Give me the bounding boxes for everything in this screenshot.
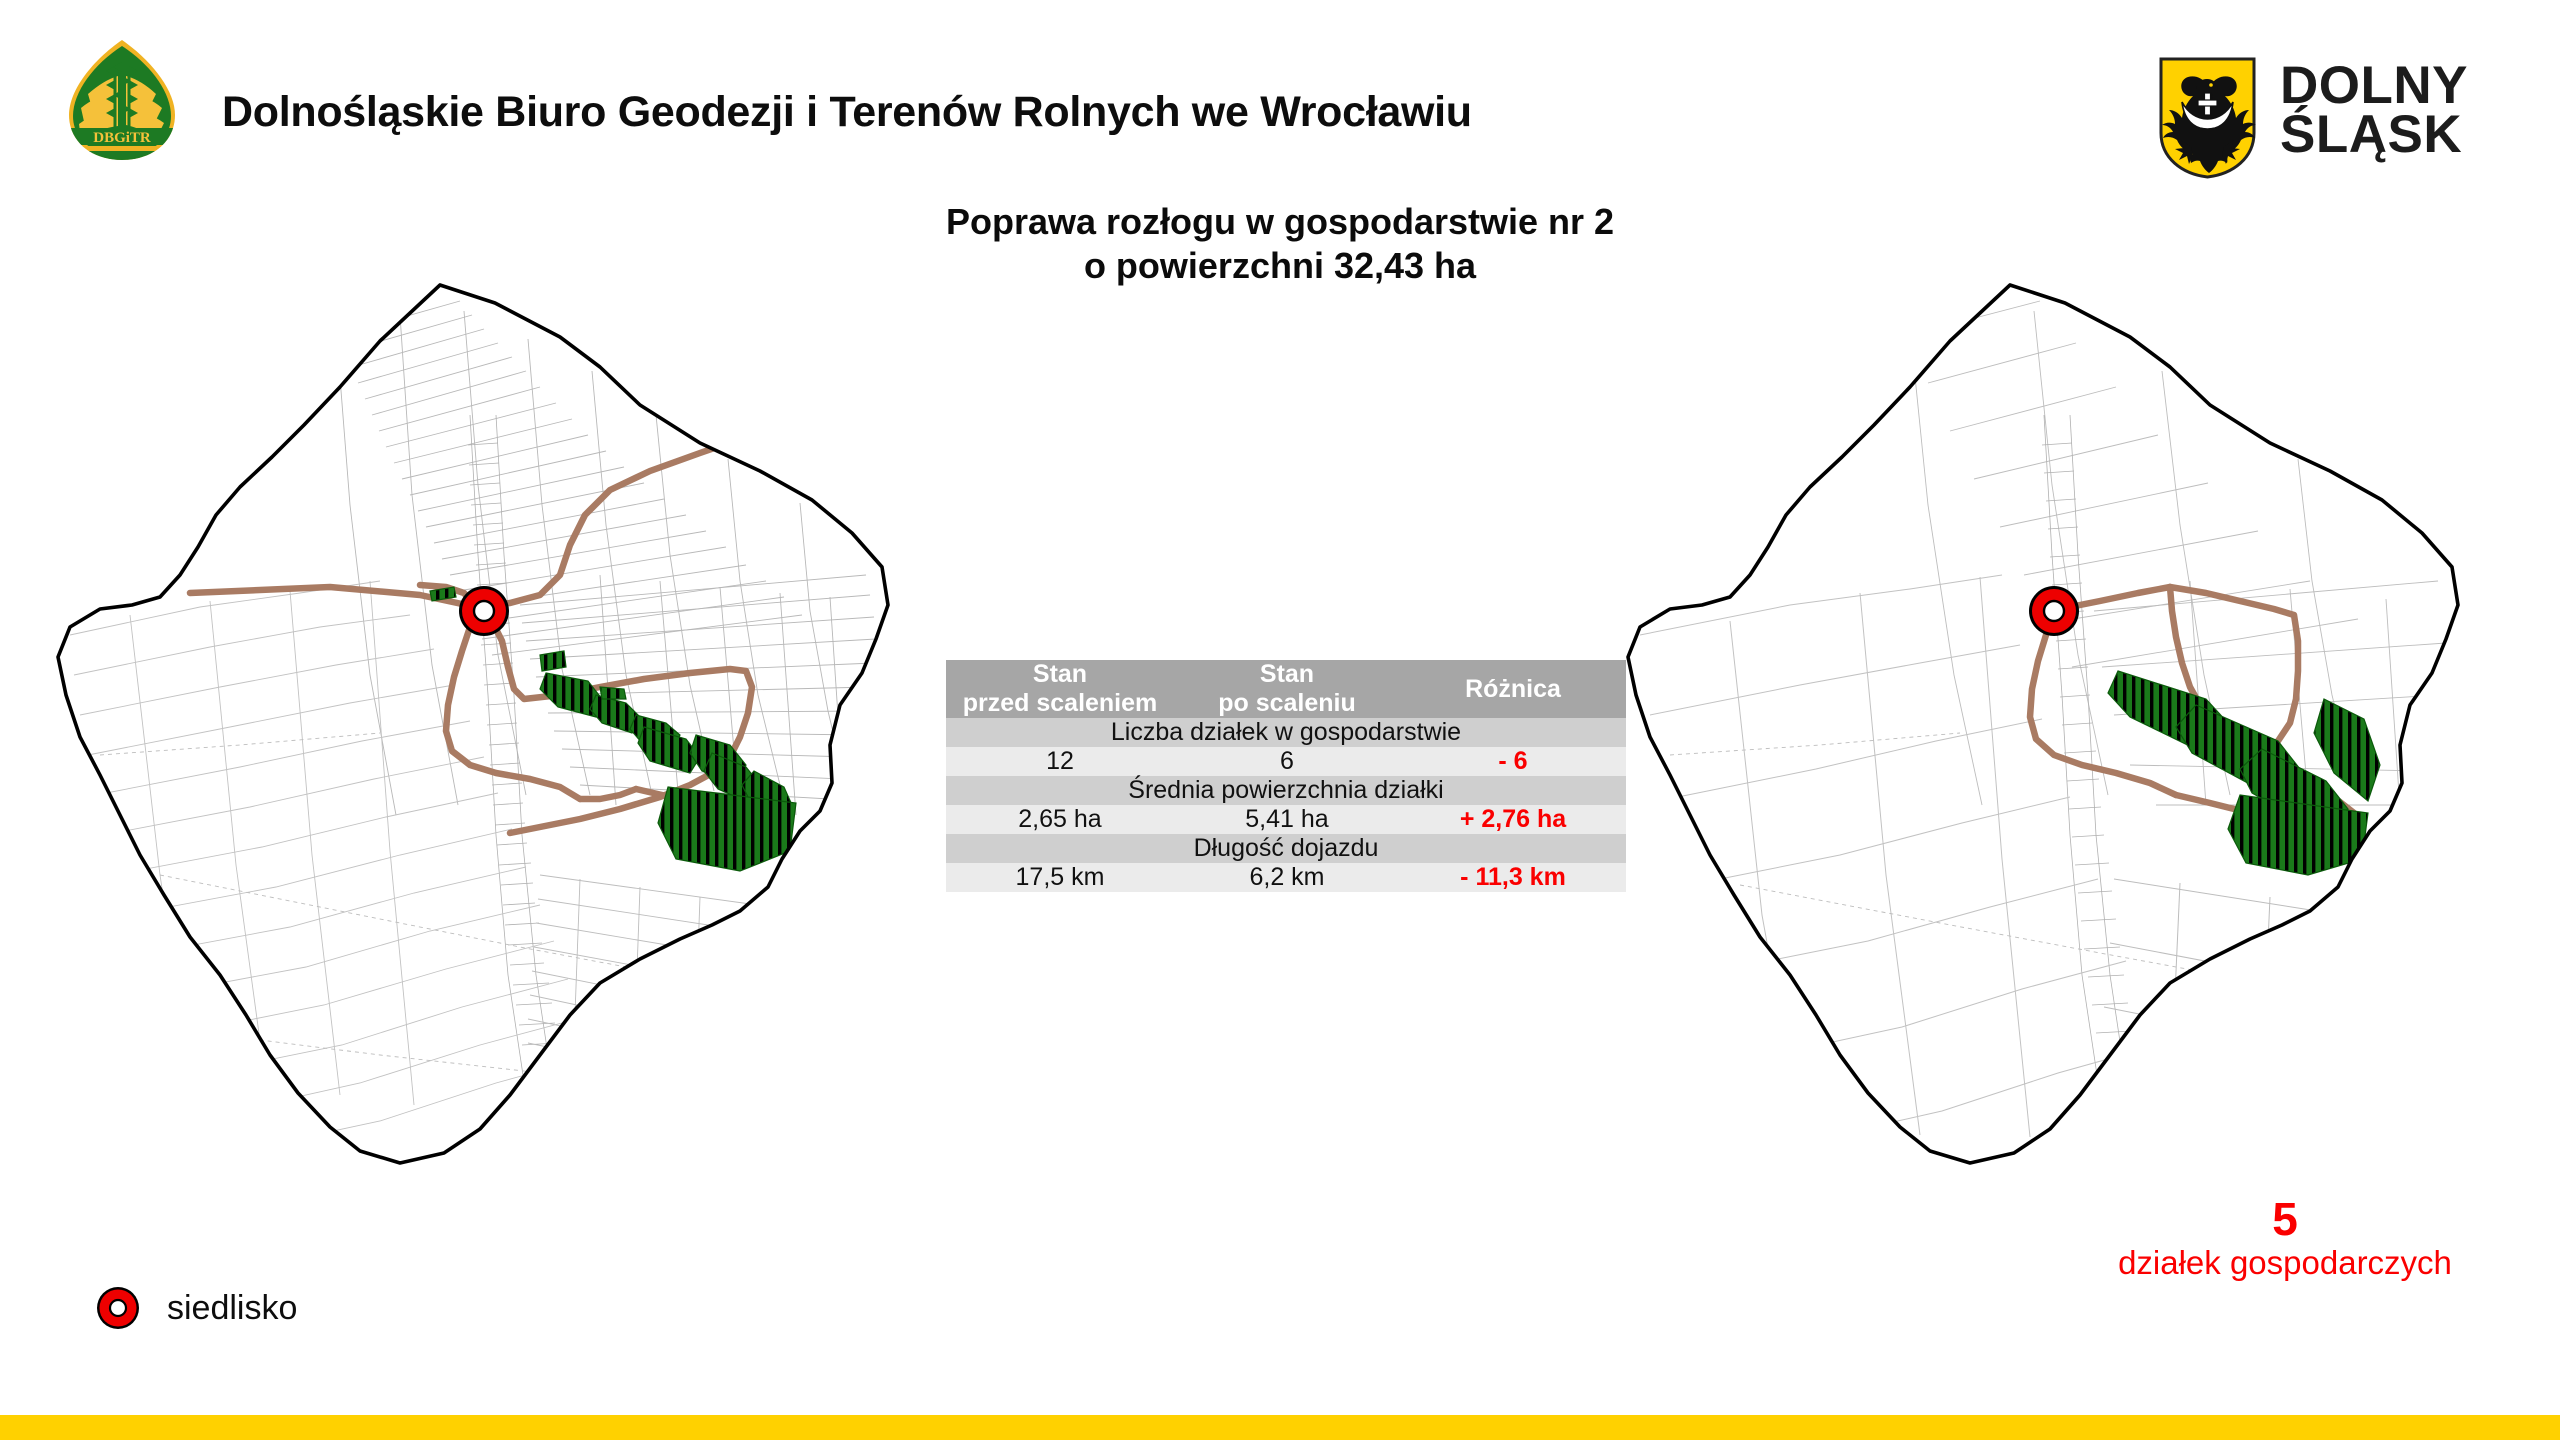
legend-label: siedlisko bbox=[167, 1288, 298, 1327]
value-difference-average-area: + 2,76 ha bbox=[1459, 805, 1567, 833]
value-before-average-area: 2,65 ha bbox=[1018, 805, 1102, 833]
table-row: 17,5 km 6,2 km - 11,3 km bbox=[946, 863, 1626, 892]
value-after-parcel-count: 6 bbox=[1280, 747, 1294, 775]
map-after-graphic bbox=[1626, 283, 2460, 1165]
parcel-count-caption: działek gospodarczych bbox=[2118, 1244, 2452, 1282]
header-after: Stan po scaleniu bbox=[1174, 660, 1400, 718]
header-difference: Różnica bbox=[1400, 660, 1626, 718]
dbgitr-logo-graphic: DBGiTR bbox=[69, 40, 175, 160]
dolny-slask-logo: DOLNY ŚLĄSK bbox=[2155, 55, 2520, 180]
value-difference-travel-distance: - 11,3 km bbox=[1460, 863, 1566, 891]
organization-title: Dolnośląskie Biuro Geodezji i Terenów Ro… bbox=[222, 88, 1472, 136]
section-caption-average-area: Średnia powierzchnia działki bbox=[1128, 776, 1444, 804]
page-title-line1: Poprawa rozłogu w gospodarstwie nr 2 bbox=[945, 201, 1615, 242]
table-row: 12 6 - 6 bbox=[946, 747, 1626, 776]
table-row: 2,65 ha 5,41 ha + 2,76 ha bbox=[946, 805, 1626, 834]
section-caption-travel-distance: Długość dojazdu bbox=[1193, 834, 1379, 862]
siedlisko-marker-left[interactable] bbox=[459, 586, 509, 636]
dolny-word: DOLNY bbox=[2280, 56, 2468, 115]
header-difference-label: Różnica bbox=[1465, 674, 1561, 703]
header-before: Stan przed scaleniem bbox=[946, 660, 1174, 718]
table-row: Liczba działek w gospodarstwie bbox=[946, 718, 1626, 747]
slask-word: ŚLĄSK bbox=[2280, 105, 2463, 165]
dolny-slask-wordmark: DOLNY ŚLĄSK bbox=[2280, 56, 2530, 165]
map-legend: siedlisko bbox=[95, 1285, 297, 1331]
page-title: Poprawa rozłogu w gospodarstwie nr 2 o p… bbox=[760, 200, 1800, 288]
parcel-summary-note: 5 działek gospodarczych bbox=[2050, 1195, 2520, 1283]
map-after-consolidation[interactable] bbox=[1610, 275, 2510, 1185]
value-difference-parcel-count: - 6 bbox=[1498, 747, 1528, 775]
comparison-table: Stan przed scaleniem Stan po scaleniu Ró… bbox=[946, 660, 1626, 892]
map-before-graphic bbox=[56, 283, 890, 1165]
silesian-eagle-crest-icon bbox=[2159, 57, 2256, 179]
page-header: DBGiTR Dolnośląskie Biuro Geodezji i Ter… bbox=[0, 0, 2560, 190]
value-after-travel-distance: 6,2 km bbox=[1249, 863, 1325, 891]
value-after-average-area: 5,41 ha bbox=[1245, 805, 1329, 833]
page-title-line2: o powierzchni 32,43 ha bbox=[1083, 244, 1477, 286]
footer-accent-bar bbox=[0, 1415, 2560, 1440]
dbgitr-logo: DBGiTR bbox=[55, 32, 190, 167]
siedlisko-marker-right[interactable] bbox=[2029, 586, 2079, 636]
header-before-line2: przed scaleniem bbox=[962, 689, 1158, 717]
map-before-consolidation[interactable] bbox=[40, 275, 940, 1185]
value-before-parcel-count: 12 bbox=[1046, 747, 1074, 775]
header-after-line2: po scaleniu bbox=[1218, 689, 1356, 717]
section-caption-parcel-count: Liczba działek w gospodarstwie bbox=[1110, 718, 1462, 746]
siedlisko-marker-icon bbox=[97, 1287, 139, 1329]
table-header-row: Stan przed scaleniem Stan po scaleniu Ró… bbox=[946, 660, 1626, 718]
dbgitr-logo-text: DBGiTR bbox=[93, 130, 151, 146]
table-row: Długość dojazdu bbox=[946, 834, 1626, 863]
parcel-count-value: 5 bbox=[2272, 1193, 2298, 1245]
header-before-line1: Stan bbox=[1032, 660, 1088, 688]
table-row: Średnia powierzchnia działki bbox=[946, 776, 1626, 805]
value-before-travel-distance: 17,5 km bbox=[1015, 863, 1105, 891]
header-after-line1: Stan bbox=[1259, 660, 1315, 688]
